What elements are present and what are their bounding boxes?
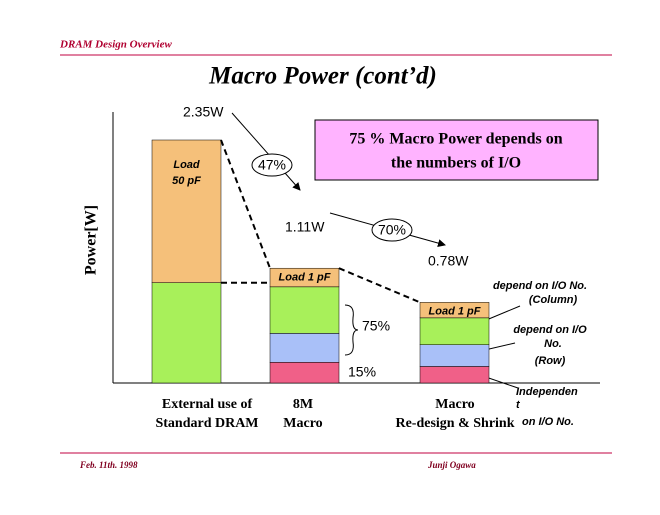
- load-label: 50 pF: [172, 175, 201, 187]
- brace: [344, 304, 359, 356]
- note: Independen: [516, 386, 578, 398]
- load-label: Load 1 pF: [279, 271, 331, 283]
- share: 15%: [348, 364, 376, 380]
- ratio-oval: [371, 218, 413, 242]
- load-label: Load 1 pF: [429, 306, 481, 318]
- note: (Column): [529, 294, 578, 306]
- dashed-connector: [338, 267, 421, 304]
- total-label: 0.78W: [428, 253, 469, 269]
- callout: the numbers of I/O: [391, 155, 521, 172]
- note: t: [516, 399, 521, 411]
- footer-author: Junji Ogawa: [427, 460, 476, 470]
- chart-title: Macro Power (cont’d): [208, 63, 437, 90]
- note: No.: [544, 338, 562, 350]
- header: DRAM Design Overview: [59, 39, 172, 51]
- bar-segment: [269, 267, 340, 288]
- dashed-connector: [220, 139, 271, 269]
- x-tick-label: Re-design & Shrink: [395, 416, 514, 431]
- bar-segment: [269, 333, 340, 363]
- x-tick-label: 8M: [293, 397, 313, 412]
- bar-segment: [419, 366, 490, 384]
- bar-segment: [419, 302, 490, 319]
- arrow: [231, 112, 301, 191]
- ratio-oval: [251, 153, 293, 177]
- total-label: 1.11W: [285, 219, 325, 235]
- bar-segment: [269, 286, 340, 334]
- bar-segment: [151, 282, 222, 384]
- bar-segment: [269, 362, 340, 384]
- bar-segment: [419, 344, 490, 367]
- ratio: 70%: [378, 222, 406, 238]
- note: on I/O No.: [522, 416, 574, 428]
- x-tick-label: Macro: [283, 416, 322, 431]
- total-label: 2.35W: [183, 104, 224, 120]
- note: (Row): [535, 355, 566, 367]
- ratio: 47%: [258, 157, 286, 173]
- share: 75%: [362, 318, 390, 334]
- bar-segment: [151, 139, 222, 283]
- note: depend on I/O: [513, 324, 587, 336]
- load-label: Load: [173, 159, 200, 171]
- callout: 75 % Macro Power depends on: [349, 131, 562, 148]
- footer-date: Feb. 11th. 1998: [79, 460, 138, 470]
- y-axis-label: Power[W]: [83, 205, 100, 275]
- x-tick-label: Macro: [435, 397, 474, 412]
- x-tick-label: Standard DRAM: [155, 416, 258, 431]
- x-tick-label: External use of: [162, 397, 253, 412]
- note: depend on I/O No.: [493, 280, 587, 292]
- callout-box: [314, 119, 599, 181]
- bar-segment: [419, 317, 490, 345]
